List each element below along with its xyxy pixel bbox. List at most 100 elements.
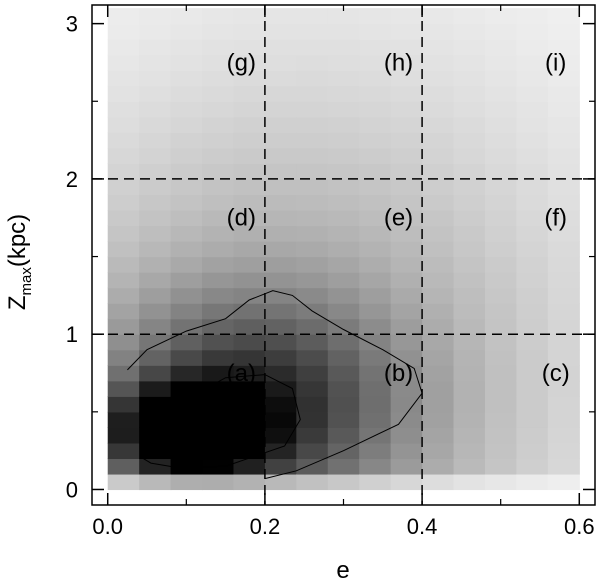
heatmap-cell <box>327 209 360 227</box>
heatmap-cell <box>296 256 329 273</box>
heatmap-cell <box>422 334 455 351</box>
heatmap-cell <box>484 411 518 428</box>
heatmap-cell <box>516 54 549 71</box>
heatmap-cell <box>422 225 455 242</box>
heatmap-cell <box>390 303 423 320</box>
heatmap-cell <box>422 380 455 397</box>
heatmap-cell <box>359 209 392 227</box>
heatmap-cell <box>390 39 423 56</box>
heatmap-cell <box>139 473 172 491</box>
heatmap-cell <box>264 163 297 180</box>
heatmap-cell <box>170 303 203 320</box>
heatmap-cell <box>484 39 518 56</box>
heatmap-cell <box>390 442 423 460</box>
heatmap-cell <box>547 272 580 289</box>
heatmap-cell <box>264 458 297 475</box>
heatmap-cell <box>296 442 329 460</box>
heatmap-cell <box>422 411 455 428</box>
heatmap-cell <box>170 163 203 180</box>
heatmap-cell <box>390 178 423 196</box>
heatmap-cell <box>484 225 518 242</box>
heatmap-cell <box>390 163 423 180</box>
heatmap-cell <box>453 473 486 491</box>
heatmap-cell <box>390 272 423 289</box>
heatmap-cell <box>327 380 360 397</box>
heatmap-cell <box>390 101 423 118</box>
heatmap-cell <box>547 39 580 56</box>
heatmap-cell <box>264 70 297 87</box>
heatmap-cell <box>327 272 360 289</box>
heatmap-cell <box>484 380 518 397</box>
heatmap-cell <box>170 132 203 149</box>
heatmap-cell <box>233 458 266 475</box>
heatmap-cell <box>107 427 140 444</box>
heatmap-cell <box>107 85 140 102</box>
heatmap-cell <box>107 318 140 335</box>
heatmap-cell <box>233 116 266 133</box>
heatmap-cell <box>139 147 172 164</box>
heatmap-cell <box>516 209 549 227</box>
heatmap-cell <box>453 334 486 351</box>
heatmap-cell <box>107 209 140 227</box>
x-axis-label: e <box>336 557 349 583</box>
heatmap-cell <box>390 241 423 258</box>
heatmap-cell <box>107 116 140 133</box>
heatmap-cell <box>296 85 329 102</box>
heatmap-cell <box>296 8 329 25</box>
heatmap-cell <box>453 54 486 71</box>
heatmap-cell <box>296 272 329 289</box>
heatmap-cell <box>139 411 172 428</box>
heatmap-cell <box>107 39 140 56</box>
heatmap-cell <box>484 442 518 460</box>
heatmap-cell <box>422 209 455 227</box>
heatmap-cell <box>202 380 235 397</box>
heatmap-cell <box>453 70 486 87</box>
heatmap-cell <box>170 209 203 227</box>
heatmap-cell <box>516 458 549 475</box>
heatmap-cell <box>264 380 297 397</box>
heatmap-cell <box>202 163 235 180</box>
heatmap-cell <box>327 427 360 444</box>
region-label: (e) <box>384 205 413 232</box>
region-label: (g) <box>227 49 256 76</box>
heatmap-cell <box>139 70 172 87</box>
heatmap-cell <box>264 116 297 133</box>
heatmap-cell <box>264 101 297 118</box>
heatmap-cell <box>170 256 203 273</box>
heatmap-cell <box>547 101 580 118</box>
heatmap-cell <box>107 287 140 304</box>
heatmap-cell <box>139 303 172 320</box>
y-tick-label: 3 <box>66 12 78 37</box>
heatmap-cell <box>327 178 360 196</box>
heatmap-cell <box>484 70 518 87</box>
heatmap-cell <box>359 178 392 196</box>
region-label: (f) <box>544 205 567 232</box>
heatmap-cell <box>233 334 266 351</box>
heatmap-cell <box>327 396 360 413</box>
heatmap-cell <box>139 380 172 397</box>
region-label: (a) <box>227 360 256 387</box>
heatmap-cell <box>139 54 172 71</box>
axis-ticks: 0.0 0.2 0.4 0.6 0 1 2 3 <box>66 5 595 539</box>
heatmap-cell <box>296 427 329 444</box>
heatmap-cell <box>296 241 329 258</box>
heatmap-cell <box>139 396 172 413</box>
heatmap-cell <box>453 178 486 196</box>
heatmap-cell <box>390 396 423 413</box>
region-label: (i) <box>545 49 566 76</box>
heatmap-cell <box>327 132 360 149</box>
heatmap-cell <box>422 8 455 25</box>
heatmap-cell <box>107 334 140 351</box>
heatmap-cell <box>264 396 297 413</box>
heatmap-cell <box>264 85 297 102</box>
heatmap-cell <box>107 272 140 289</box>
heatmap-cell <box>202 39 235 56</box>
heatmap-cell <box>359 8 392 25</box>
heatmap-cell <box>107 442 140 460</box>
heatmap-cell <box>453 380 486 397</box>
heatmap-cell <box>233 209 266 227</box>
heatmap-cell <box>390 147 423 164</box>
heatmap-cell <box>453 209 486 227</box>
heatmap-cell <box>170 272 203 289</box>
heatmap-cell <box>422 194 455 211</box>
